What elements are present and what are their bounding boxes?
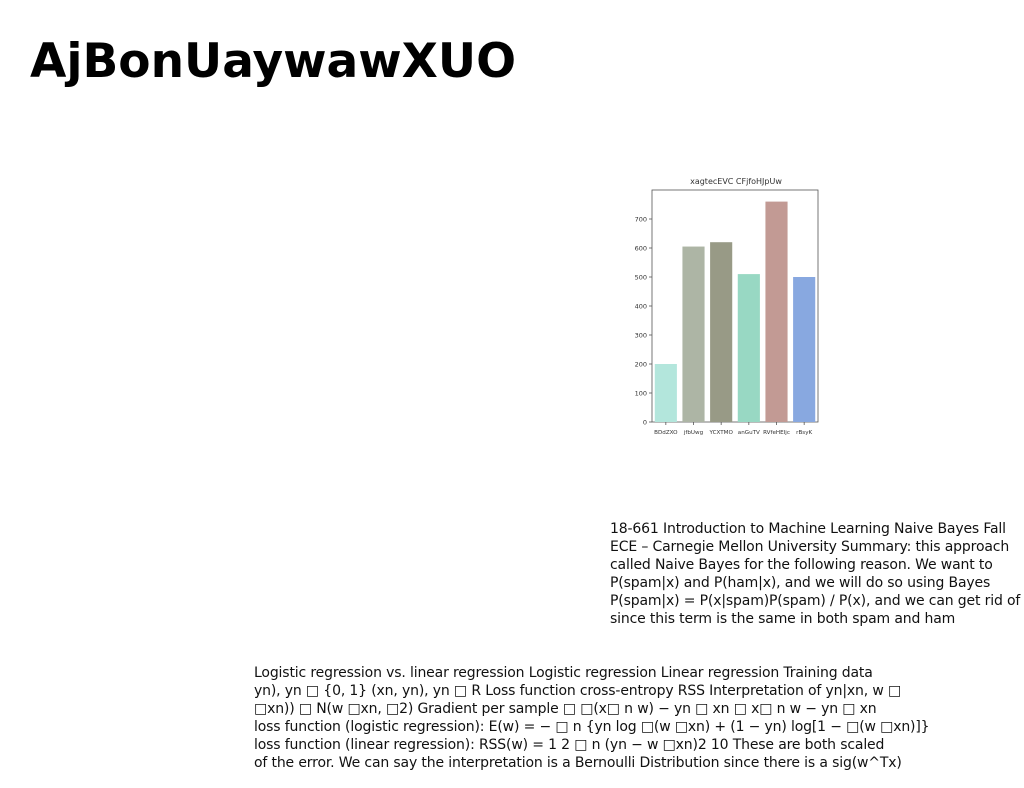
- y-tick-label: 700: [635, 216, 647, 224]
- x-tick-label: rBsyK: [796, 430, 812, 436]
- logistic-regression-text-line: loss function (linear regression): RSS(w…: [254, 737, 885, 753]
- bar-anGuTV: [737, 274, 760, 422]
- logistic-regression-text-line: Logistic regression vs. linear regressio…: [254, 665, 873, 681]
- y-tick-label: 100: [635, 390, 647, 398]
- y-tick-label: 600: [635, 245, 647, 253]
- bar-chart-svg: xagtecEVC CFjfoHJpUw 0 100 200 300 400 500 600…: [635, 177, 819, 436]
- logistic-regression-text-block: Logistic regression vs. linear regressio…: [254, 664, 1014, 772]
- bar-jfbUwg: [682, 246, 705, 422]
- chart-title: xagtecEVC CFjfoHJpUw: [690, 177, 782, 186]
- bar-rBsyK: [793, 277, 816, 422]
- x-tick-label: BDdZXO: [654, 430, 678, 436]
- y-tick-label: 500: [635, 274, 647, 282]
- naive-bayes-text-line: called Naive Bayes for the following rea…: [610, 557, 993, 573]
- chart-x-axis: BDdZXO jfbUwg YCXTMO anGuTV RVfeHEIjc rBsyK: [654, 422, 813, 436]
- logistic-regression-text-line: □xn)) □ N(w □xn, □2) Gradient per sample…: [254, 701, 877, 717]
- bar-BDdZXO: [654, 364, 677, 422]
- chart-y-axis: 0 100 200 300 400 500 600 700: [635, 216, 652, 427]
- bar-RVfeHEIjc: [765, 201, 788, 422]
- y-tick-label: 0: [643, 419, 647, 427]
- logistic-regression-text-line: yn), yn □ {0, 1} (xn, yn), yn □ R Loss f…: [254, 683, 902, 699]
- naive-bayes-text-line: 18-661 Introduction to Machine Learning …: [610, 521, 1006, 537]
- logistic-regression-text-line: loss function (logistic regression): E(w…: [254, 719, 930, 735]
- x-tick-label: jfbUwg: [683, 430, 704, 436]
- logistic-regression-text-line: of the error. We can say the interpretat…: [254, 755, 902, 771]
- chart-bars: [654, 201, 816, 422]
- x-tick-label: YCXTMO: [708, 430, 733, 436]
- y-tick-label: 300: [635, 332, 647, 340]
- naive-bayes-text-line: P(spam|x) and P(ham|x), and we will do s…: [610, 575, 991, 591]
- chart-plot-frame: [651, 189, 819, 423]
- bar-YCXTMO: [710, 242, 733, 422]
- naive-bayes-text-block: 18-661 Introduction to Machine Learning …: [610, 520, 1024, 628]
- y-tick-label: 200: [635, 361, 647, 369]
- x-tick-label: anGuTV: [738, 430, 760, 436]
- naive-bayes-text-line: P(spam|x) = P(x|spam)P(spam) / P(x), and…: [610, 593, 1021, 609]
- page-title: AjBonUaywawXUO: [30, 34, 517, 89]
- y-tick-label: 400: [635, 303, 647, 311]
- naive-bayes-text-line: ECE – Carnegie Mellon University Summary…: [610, 539, 1010, 555]
- x-tick-label: RVfeHEIjc: [763, 430, 790, 436]
- bar-chart: xagtecEVC CFjfoHJpUw 0 100 200 300 400 500 600…: [612, 170, 832, 442]
- naive-bayes-text-line: since this term is the same in both spam…: [610, 611, 956, 627]
